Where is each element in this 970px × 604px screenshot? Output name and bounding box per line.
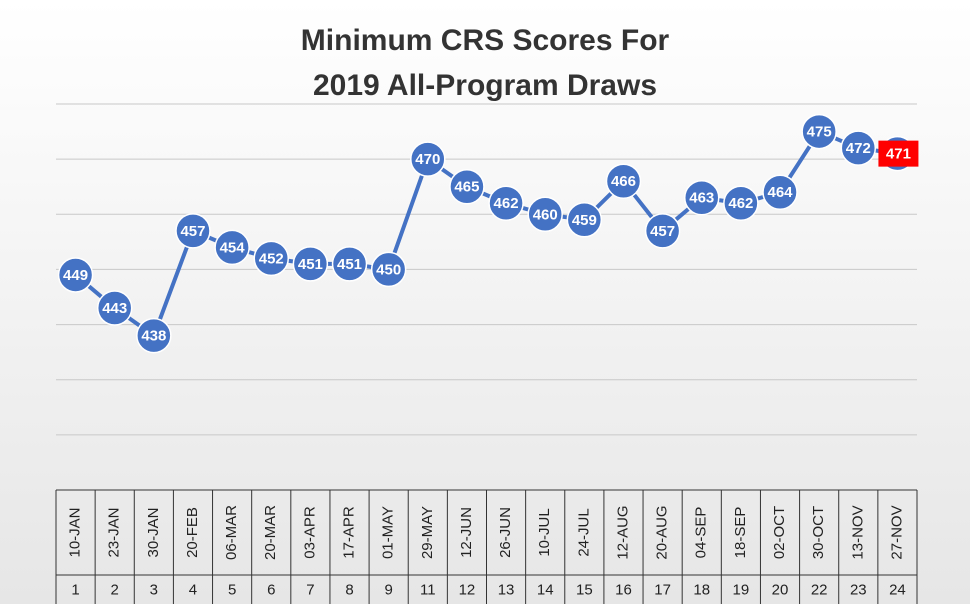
x-tick-label: 03-APR: [301, 506, 318, 559]
x-tick-label: 17-APR: [340, 506, 357, 559]
x-group-label: 4: [189, 581, 197, 598]
x-group-label: 7: [306, 581, 314, 598]
data-label: 443: [102, 300, 127, 317]
x-group-label: 9: [384, 581, 392, 598]
marker: [605, 163, 642, 199]
x-group-label: 11: [420, 581, 436, 598]
x-tick-label: 30-OCT: [810, 506, 827, 559]
marker: [840, 130, 877, 166]
marker: [801, 113, 837, 150]
line: [74, 129, 898, 339]
data-label: 449: [63, 267, 88, 284]
marker: [566, 202, 603, 238]
x-group-label: 1: [71, 581, 79, 598]
x-tick-label: 13-NOV: [849, 505, 866, 559]
x-group-label: 13: [498, 581, 515, 598]
x-tick-label: 27-NOV: [888, 505, 905, 559]
x-group-label: 20: [772, 581, 789, 598]
data-label: 451: [298, 256, 323, 273]
x-tick-label: 10-JUL: [536, 508, 553, 556]
grid: [56, 103, 917, 436]
x-tick-label: 30-JAN: [145, 507, 162, 557]
marker: [331, 246, 368, 282]
x-tick-label: 06-MAR: [223, 505, 240, 560]
marker: [292, 246, 329, 282]
x-group-label: 18: [693, 581, 710, 598]
data-label: 457: [180, 223, 205, 240]
data-label: 462: [728, 195, 753, 212]
data-label: 464: [768, 184, 794, 201]
x-group-label: 16: [615, 581, 632, 598]
data-label: 457: [650, 223, 675, 240]
data-label: 465: [454, 179, 479, 196]
x-tick-label: 20-FEB: [184, 507, 201, 558]
marker: [136, 317, 172, 354]
data-label: 451: [337, 256, 362, 273]
marker: [723, 185, 759, 222]
x-tick-label: 12-AUG: [614, 505, 631, 559]
data-label: 463: [689, 190, 714, 207]
x-group-label: 3: [150, 581, 158, 598]
x-group-label: 19: [733, 581, 750, 598]
marker: [527, 196, 563, 233]
x-tick-label: 23-JAN: [106, 507, 123, 557]
label-highlight: [878, 140, 919, 167]
data-label: 459: [572, 212, 597, 229]
x-tick-label: 02-OCT: [771, 506, 788, 559]
data-label: 454: [220, 239, 246, 256]
data-label: 475: [807, 124, 832, 141]
chart-subtitle: 2019 All-Program Draws: [313, 69, 657, 102]
data-label: 462: [494, 195, 519, 212]
marker: [762, 174, 798, 210]
data-label: 470: [415, 151, 440, 168]
data-label: 471: [886, 146, 911, 163]
x-tick-label: 20-AUG: [654, 505, 671, 559]
marker: [96, 290, 133, 326]
x-tick-label: 04-SEP: [693, 507, 710, 559]
marker: [449, 168, 485, 205]
x-axis: 10-JAN 1 23-JAN 2 30-JAN 3 20-FEB 4 06-MAR 5 20-MA…: [55, 489, 918, 604]
marker: [488, 185, 524, 222]
x-group-label: 6: [267, 581, 275, 598]
data-label: 466: [611, 173, 636, 190]
x-group-label: 12: [459, 581, 476, 598]
x-group-label: 17: [654, 581, 671, 598]
x-group-label: 2: [111, 581, 119, 598]
x-tick-label: 24-JUL: [575, 508, 592, 556]
x-tick-label: 12-JUN: [458, 507, 475, 558]
data-label: 450: [376, 261, 401, 278]
x-tick-label: 01-MAY: [380, 506, 397, 559]
data-label: 460: [533, 206, 558, 223]
x-tick-label: 18-SEP: [732, 507, 749, 559]
x-tick-label: 26-JUN: [497, 507, 514, 558]
marker: [253, 240, 289, 277]
marker: [684, 179, 720, 216]
marker: [175, 213, 211, 249]
x-tick-label: 10-JAN: [67, 507, 84, 557]
x-group-label: 5: [228, 581, 236, 598]
data-label: 438: [141, 328, 166, 345]
marker: [410, 141, 446, 177]
x-tick-label: 29-MAY: [419, 506, 436, 559]
x-group-label: 23: [850, 581, 867, 598]
data-label: 472: [846, 140, 871, 157]
plot: 449 443 438 457 454 452 451 451 450 470 465 462 460 4…: [57, 113, 919, 354]
x-group-label: 22: [811, 581, 828, 598]
data-label: 452: [259, 250, 284, 267]
marker: [57, 257, 94, 293]
x-group-label: 8: [345, 581, 353, 598]
marker: [214, 229, 250, 266]
marker: [644, 213, 681, 249]
x-group-label: 14: [537, 581, 554, 598]
marker: [370, 251, 407, 288]
x-group-label: 24: [889, 581, 906, 598]
x-group-label: 15: [576, 581, 593, 598]
x-tick-label: 20-MAR: [262, 505, 279, 560]
chart-title: Minimum CRS Scores For: [301, 24, 670, 57]
